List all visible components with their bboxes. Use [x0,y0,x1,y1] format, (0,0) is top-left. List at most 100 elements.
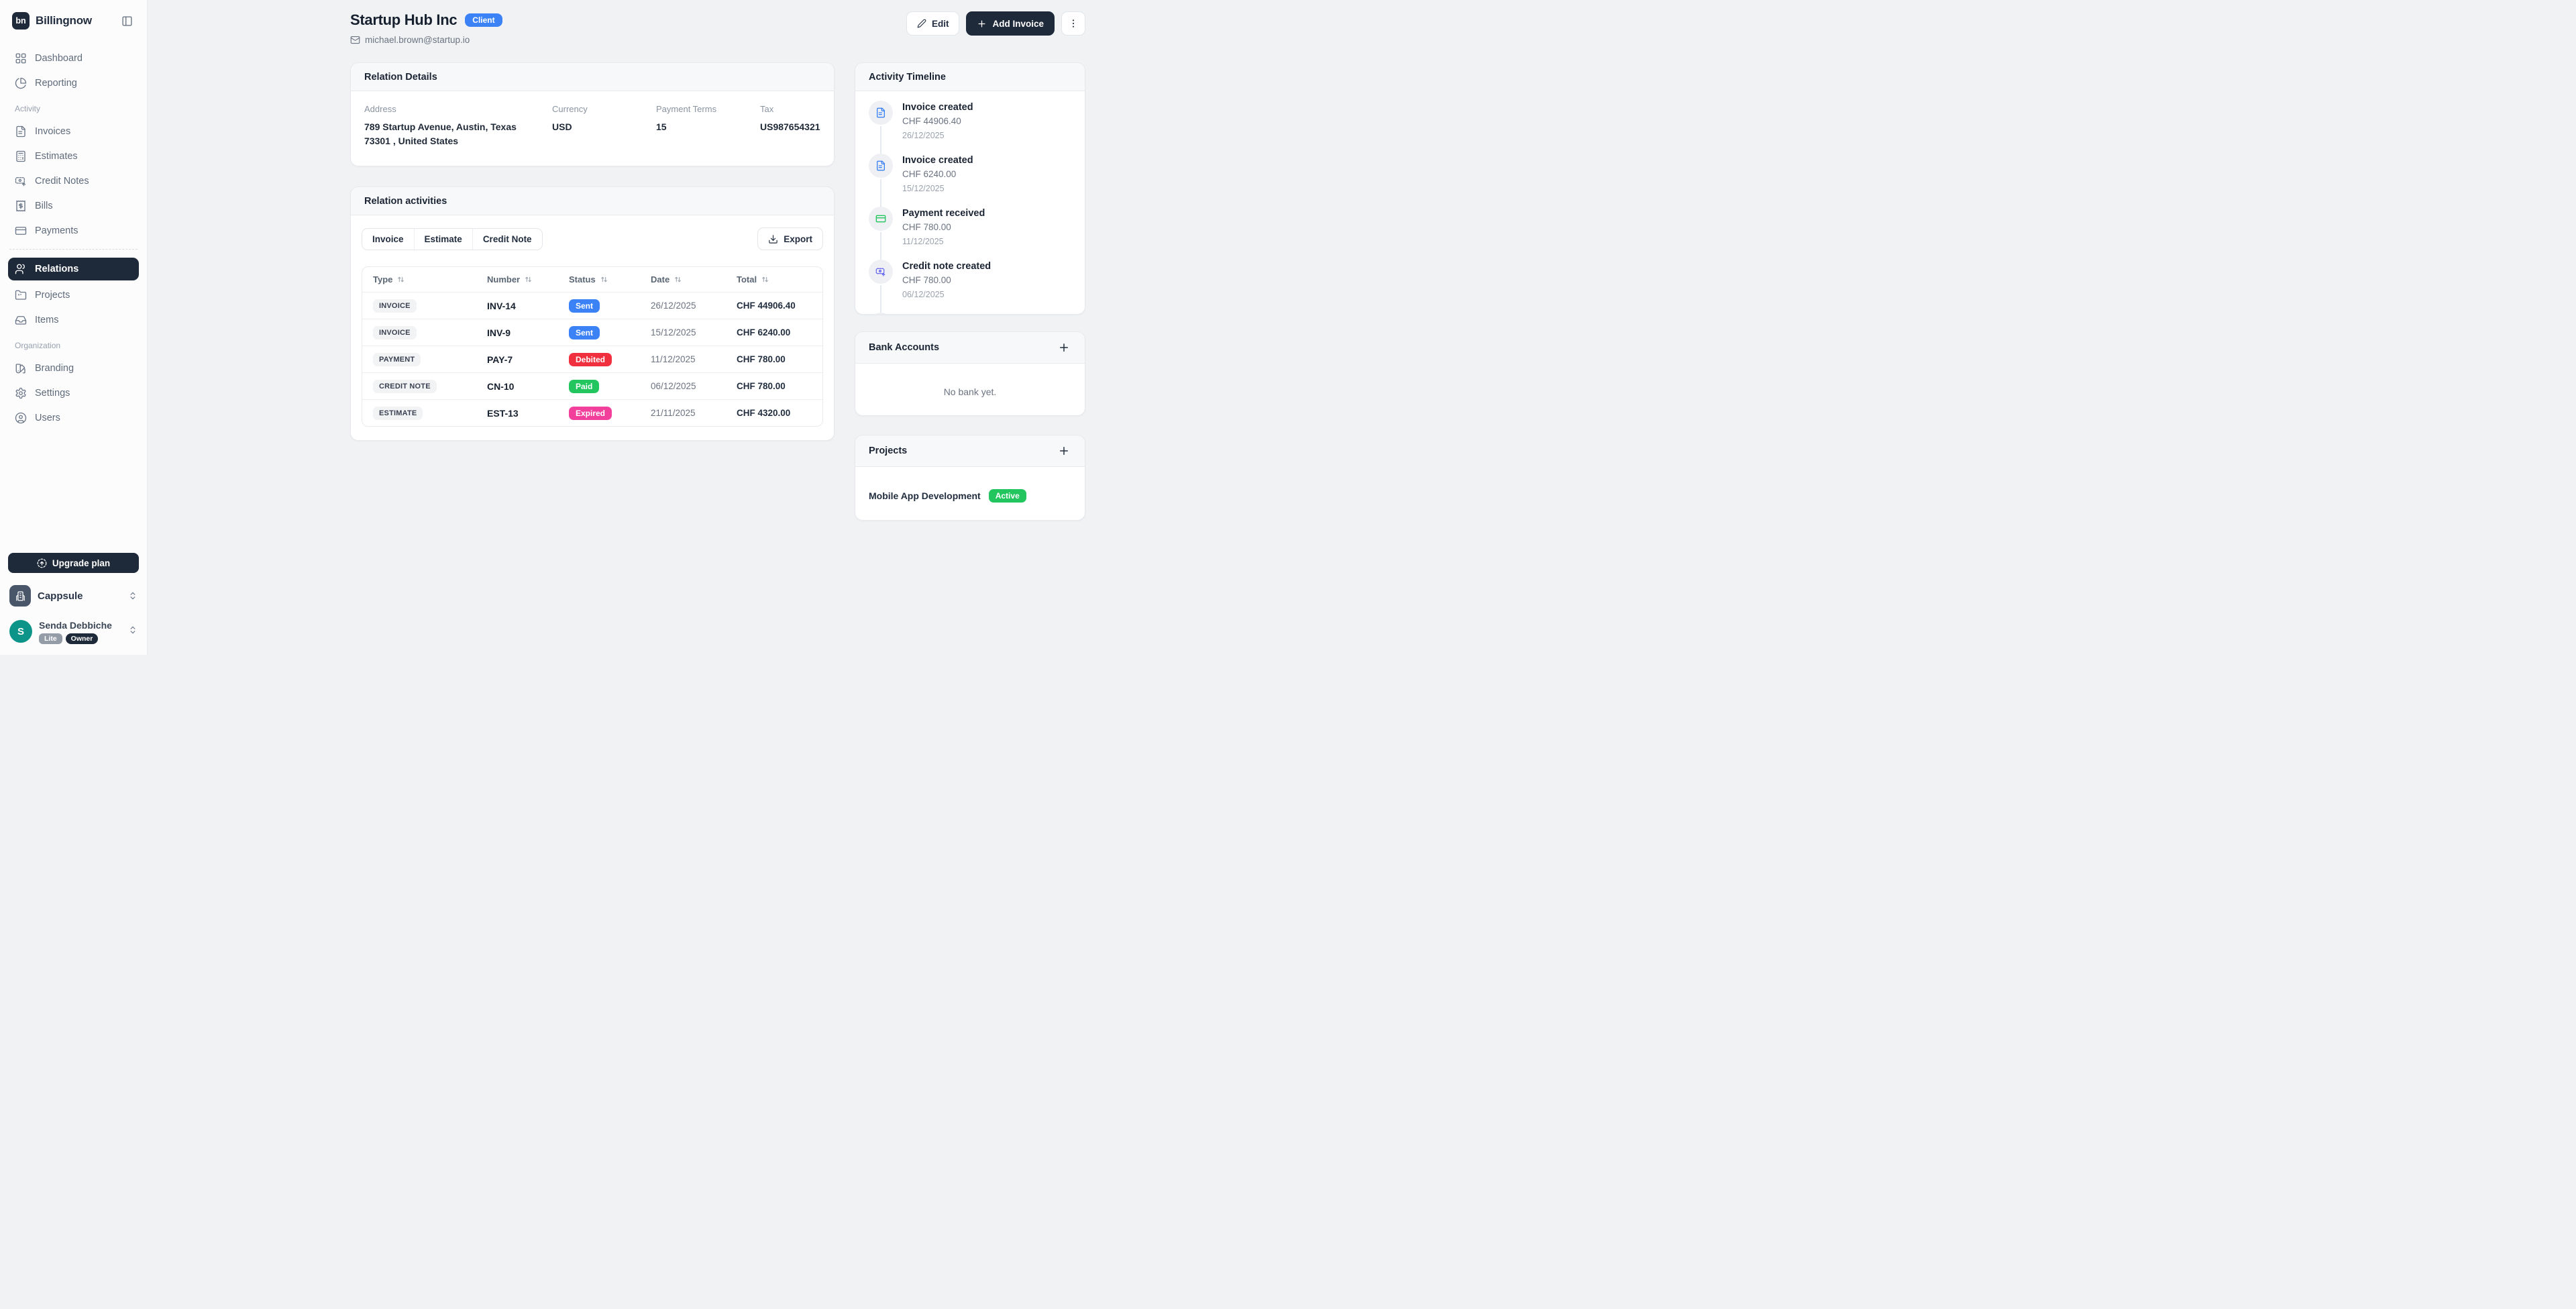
activity-timeline-card: Activity Timeline Invoice created CHF 44… [855,62,1085,315]
payment-icon [869,207,893,231]
field-payment-terms: Payment Terms 15 [656,104,760,148]
column-header-type[interactable]: Type [373,274,487,284]
cell-number: INV-14 [487,300,516,311]
table-body: INVOICE INV-14 Sent 26/12/2025 CHF 44906… [362,292,822,426]
status-badge: Paid [569,379,600,393]
kebab-menu-icon [1072,19,1075,28]
card-title: Bank Accounts [869,342,940,353]
workspace-icon [9,585,31,607]
app-logo: bn [12,12,30,30]
field-value: USD [552,121,572,132]
sidebar-item-label: Invoices [35,126,71,137]
column-header-number[interactable]: Number [487,274,569,284]
add-project-button[interactable] [1057,443,1071,458]
bank-accounts-body: No bank yet. [855,364,1085,415]
sidebar-item-reporting[interactable]: Reporting [8,73,139,93]
timeline-event-title: Estimate created [902,313,1071,314]
dashboard-icon [15,52,27,64]
sidebar-item-bills[interactable]: Bills [8,196,139,216]
sidebar-item-label: Settings [35,388,70,399]
chevrons-up-down-icon [128,591,138,600]
projects-icon [15,289,27,301]
user-menu[interactable]: S Senda Debbiche Lite Owner [8,620,139,644]
activity-type-tabs: Invoice Estimate Credit Note [362,227,543,250]
workspace-name: Cappsule [38,590,83,602]
project-status-badge: Active [988,489,1026,503]
credit-note-icon [869,260,893,284]
sidebar-item-settings[interactable]: Settings [8,383,139,403]
type-badge: CREDIT NOTE [373,379,437,393]
table-row[interactable]: ESTIMATE EST-13 Expired 21/11/2025 CHF 4… [362,399,822,426]
cell-total: CHF 4320.00 [737,408,791,418]
table-row[interactable]: PAYMENT PAY-7 Debited 11/12/2025 CHF 780… [362,346,822,372]
relation-email: michael.brown@startup.io [350,35,502,45]
sidebar-item-branding[interactable]: Branding [8,358,139,378]
sort-icon [600,276,607,282]
activities-table: Type Number Status [362,266,823,427]
bank-accounts-header: Bank Accounts [855,332,1085,364]
table-row[interactable]: INVOICE INV-14 Sent 26/12/2025 CHF 44906… [362,292,822,319]
field-tax: Tax US987654321 [760,104,834,148]
column-header-date[interactable]: Date [651,274,737,284]
cell-date: 11/12/2025 [651,354,696,364]
tab-invoice[interactable]: Invoice [362,228,415,250]
tab-credit-note[interactable]: Credit Note [472,228,542,250]
timeline-event-title: Invoice created [902,155,973,166]
timeline-event-amount: CHF 6240.00 [902,169,957,179]
timeline-event-amount: CHF 780.00 [902,222,951,232]
sidebar-item-payments[interactable]: Payments [8,221,139,241]
cell-total: CHF 44906.40 [737,301,796,311]
project-name: Mobile App Development [869,490,981,501]
upgrade-icon [37,558,47,568]
export-button[interactable]: Export [757,227,823,250]
project-item[interactable]: Mobile App Development Active [869,489,1026,503]
table-row[interactable]: CREDIT NOTE CN-10 Paid 06/12/2025 CHF 78… [362,372,822,399]
timeline-event-title: Payment received [902,208,985,219]
sidebar-item-estimates[interactable]: Estimates [8,146,139,166]
sidebar-item-credit-notes[interactable]: Credit Notes [8,171,139,191]
user-badges: Lite Owner [39,633,121,644]
bills-icon [15,200,27,212]
plus-icon [1060,447,1068,455]
timeline-event: Payment received CHF 780.00 11/12/2025 [869,207,1071,262]
sidebar-item-label: Users [35,413,60,423]
plus-icon [978,20,985,27]
export-label: Export [784,233,812,244]
edit-button[interactable]: Edit [906,11,960,36]
type-badge: ESTIMATE [373,406,423,420]
users-icon [15,412,27,424]
column-header-status[interactable]: Status [569,274,651,284]
sidebar-section-activity: Activity [15,104,41,113]
sidebar-collapse-button[interactable] [119,13,135,29]
cell-date: 06/12/2025 [651,381,696,391]
sidebar-item-relations[interactable]: Relations [8,258,139,280]
credit-notes-icon [15,175,27,187]
relation-type-badge: Client [465,13,502,27]
workspace-switcher[interactable]: Cappsule [8,585,139,607]
plus-icon [1060,344,1068,352]
more-actions-button[interactable] [1061,11,1085,36]
tab-estimate[interactable]: Estimate [414,228,473,250]
column-header-total[interactable]: Total [737,274,812,284]
add-invoice-button[interactable]: Add Invoice [966,11,1055,36]
upgrade-plan-button[interactable]: Upgrade plan [8,553,139,573]
timeline-event-title: Credit note created [902,261,991,272]
plan-badge: Lite [39,633,62,644]
sidebar-item-dashboard[interactable]: Dashboard [8,48,139,68]
brand-name: Billingnow [36,14,92,27]
cell-total: CHF 6240.00 [737,327,791,337]
add-bank-account-button[interactable] [1057,340,1071,355]
relation-activities-card: Relation activities Invoice Estimate Cre… [350,187,835,441]
branding-icon [15,362,27,374]
payments-icon [15,225,27,237]
sidebar-item-projects[interactable]: Projects [8,285,139,305]
sidebar-item-items[interactable]: Items [8,310,139,330]
sidebar-item-invoices[interactable]: Invoices [8,121,139,142]
panel-left-icon [121,15,132,26]
role-badge: Owner [65,633,99,644]
status-badge: Sent [569,299,600,313]
table-row[interactable]: INVOICE INV-9 Sent 15/12/2025 CHF 6240.0… [362,319,822,346]
sidebar-item-users[interactable]: Users [8,408,139,428]
sidebar-item-label: Estimates [35,151,78,162]
card-title: Projects [869,446,908,456]
